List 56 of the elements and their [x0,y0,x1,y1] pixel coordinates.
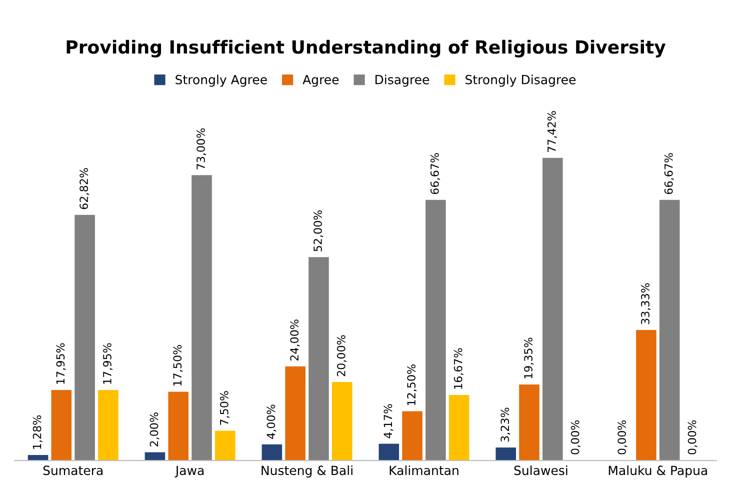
x-tick-label: Sumatera [43,466,103,476]
data-label: 20,00% [336,335,346,376]
bar [542,158,563,461]
bar [51,390,72,461]
bar [448,394,470,461]
data-label: 1,28% [32,415,42,449]
bar [168,392,189,461]
data-label: 62,82% [80,168,90,210]
data-label: 2,00% [150,412,160,446]
x-tick-label: Sulawesi [514,465,568,476]
data-label: 33,33% [641,283,651,324]
legend-label: Disagree [376,74,430,87]
bar [192,175,212,461]
data-label: 77,42% [547,111,557,152]
data-label: 7,50% [220,391,230,425]
bar [262,444,282,461]
x-tick-label: Nusteng & Bali [262,465,352,478]
x-tick-label: Kalimantan [390,465,458,476]
data-label: 3,23% [500,408,510,442]
bar [144,452,166,461]
bar [402,411,422,461]
data-label: 52,00% [314,210,324,252]
data-label: 16,67% [454,348,464,389]
data-label: 4,00% [266,404,276,439]
data-label: 66,67% [430,153,440,194]
bar [285,366,306,461]
legend-label: Strongly Agree [176,74,267,87]
bar [519,384,540,461]
bar [98,390,118,461]
bar [332,382,352,461]
data-label: 0,00% [618,420,628,454]
data-label: 4,17% [384,404,394,438]
data-label: 24,00% [290,320,300,361]
data-label: 12,50% [407,364,417,406]
data-label: 66,67% [664,153,674,194]
data-label: 0,00% [688,420,698,454]
data-label: 17,50% [173,344,183,386]
legend-label: Agree [302,75,339,87]
chart-title: Providing Insufficient Understanding of Religious Diversity [66,40,666,58]
x-tick-label: Jawa [174,466,204,478]
bar [378,444,400,461]
data-label: 0,00% [570,420,580,454]
bar [636,330,656,461]
data-label: 17,95% [56,343,66,384]
bar [215,430,236,461]
bar [28,455,48,461]
bar [74,214,95,461]
data-label: 73,00% [196,128,206,170]
bar [308,257,329,461]
bar [496,447,516,461]
bar [426,200,446,461]
x-tick-label: Maluku & Papua [608,465,707,478]
bar [659,200,680,461]
data-label: 17,95% [103,343,113,384]
legend-label: Strongly Disagree [466,74,576,87]
data-label: 19,35% [524,338,534,378]
